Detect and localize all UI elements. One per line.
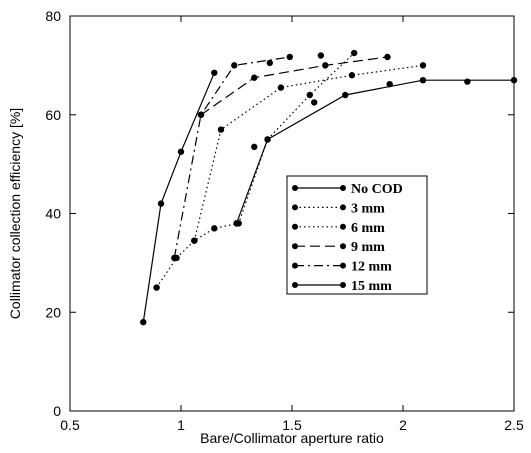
data-point: [197, 111, 205, 118]
data-point: [317, 52, 325, 59]
x-tick-label: 2: [399, 417, 407, 433]
legend-marker: [340, 282, 346, 288]
legend-label: No COD: [351, 182, 403, 197]
x-tick-label: 2.5: [504, 417, 524, 433]
x-tick-label: 1: [177, 417, 185, 433]
legend-marker: [292, 243, 298, 250]
data-point: [211, 69, 218, 76]
data-point: [286, 53, 293, 61]
data-point: [384, 53, 391, 61]
y-tick-label: 80: [45, 8, 61, 24]
data-point: [153, 284, 160, 291]
series-line: [156, 52, 355, 288]
y-tick-label: 20: [45, 304, 61, 320]
y-axis-label: Collimator collection efficiency [%]: [7, 108, 23, 319]
series-line: [142, 72, 215, 323]
data-point: [464, 78, 471, 85]
legend-marker: [340, 204, 346, 211]
legend-marker: [292, 262, 298, 269]
data-point: [177, 148, 185, 155]
legend-label: 3 mm: [351, 201, 385, 216]
series-15-mm: [233, 76, 518, 227]
data-point: [342, 91, 349, 99]
data-point: [348, 72, 356, 79]
x-axis-label: Bare/Collimator aperture ratio: [200, 430, 384, 446]
legend-marker: [292, 185, 298, 191]
x-tick-label: 1.5: [282, 417, 302, 433]
legend-label: 12 mm: [351, 260, 392, 275]
data-point: [191, 237, 198, 244]
data-point: [231, 62, 238, 69]
legend-marker: [292, 282, 298, 288]
series-line: [173, 56, 290, 259]
data-point: [322, 62, 329, 69]
series-9-mm: [197, 53, 391, 118]
y-tick-label: 40: [45, 206, 61, 222]
data-point: [171, 254, 178, 262]
series-layer: [140, 49, 518, 326]
data-point: [157, 200, 165, 207]
data-point: [217, 126, 225, 133]
legend-label: 15 mm: [351, 279, 392, 294]
legend-label: 6 mm: [351, 221, 385, 236]
y-tick-label: 0: [53, 403, 61, 419]
data-point: [306, 91, 313, 99]
legend: No COD 3 mm 6 mm 9 mm 12 mm 15 mm: [286, 175, 428, 295]
legend-box: [286, 175, 428, 295]
data-point: [311, 99, 318, 106]
legend-marker: [340, 262, 346, 269]
data-point: [233, 220, 240, 227]
data-point: [419, 76, 427, 84]
data-point: [264, 136, 271, 143]
legend-marker: [340, 223, 346, 230]
series-line: [200, 56, 388, 116]
data-point: [277, 84, 285, 91]
x-tick-label: 0.5: [60, 417, 80, 433]
legend-marker: [292, 204, 298, 211]
series-6-mm: [191, 62, 427, 244]
legend-marker: [340, 185, 346, 191]
axis-ticks: 0.5 1 1.5 2 2.5 0 20 40 60 80: [45, 8, 524, 433]
data-point: [251, 74, 258, 81]
data-point: [251, 143, 258, 151]
y-tick-label: 60: [45, 107, 61, 123]
series-no-cod: [140, 69, 218, 326]
data-point: [386, 80, 393, 88]
legend-marker: [292, 223, 298, 230]
data-point: [350, 49, 358, 57]
data-point: [211, 225, 218, 232]
legend-label: 9 mm: [351, 240, 385, 255]
series-12-mm: [171, 53, 293, 262]
data-point: [140, 318, 147, 326]
legend-marker: [340, 243, 346, 250]
data-point: [419, 62, 427, 69]
data-point: [510, 76, 518, 84]
data-point: [266, 59, 273, 67]
